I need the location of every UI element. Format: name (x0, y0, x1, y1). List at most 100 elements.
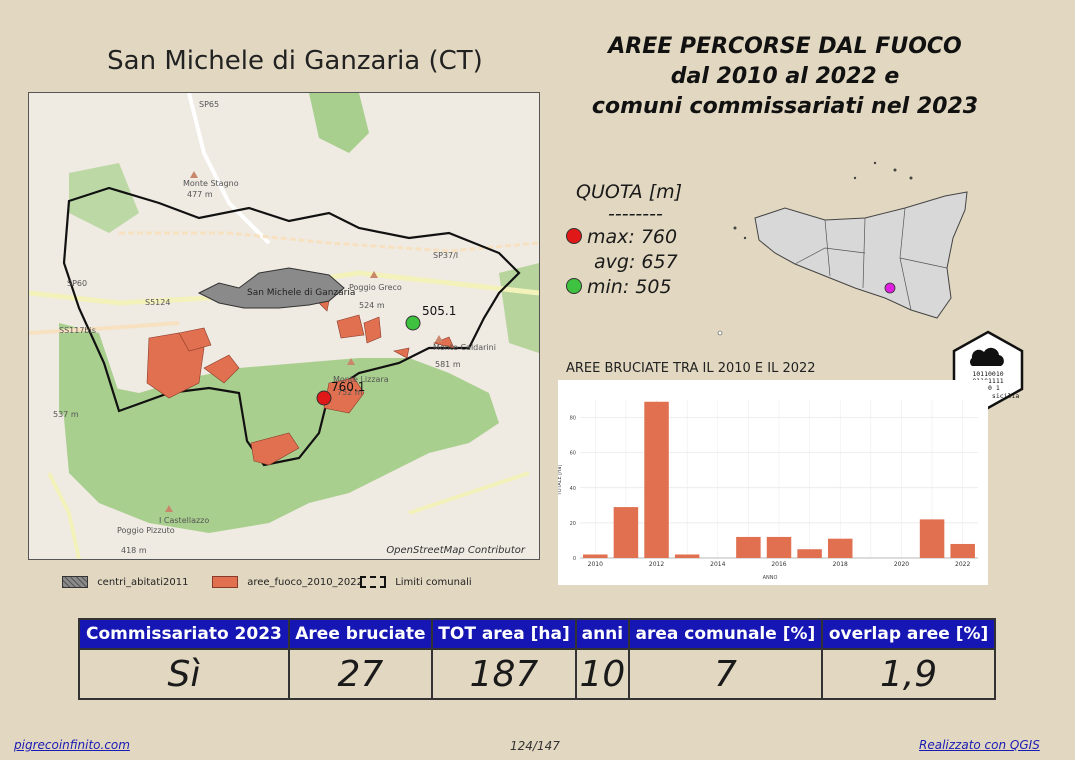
bar-2022[interactable] (950, 543, 975, 558)
legend-item-centri: centri_abitati2011 (62, 576, 188, 588)
bar-2021[interactable] (919, 519, 945, 558)
municipality-map[interactable]: SP65 Monte Stagno 477 m SP37/I SP60 S512… (28, 92, 540, 560)
legend-swatch-aree (212, 576, 238, 588)
chart-x-ticks: 2010 2012 2014 2016 2018 2020 2022 (588, 561, 971, 568)
y-axis-label: TOTALE [ha] (558, 465, 563, 497)
footer-site-link[interactable]: pigrecoinfinito.com (14, 738, 130, 752)
burnt-area-2 (178, 327, 212, 352)
road-sw (47, 472, 81, 559)
table-header-row: Commissariato 2023 Aree bruciate TOT are… (78, 618, 996, 650)
bar-2018[interactable] (827, 538, 853, 558)
chart-y-ticks: 0 20 40 60 80 (570, 416, 576, 562)
quota-block: QUOTA [m] -------- max: 760 avg: 657 min… (566, 180, 706, 300)
chart-grid (580, 400, 978, 559)
value-anni: 10 (575, 648, 630, 700)
max-dot-icon (566, 227, 582, 244)
value-aree-bruciate: 27 (287, 648, 433, 700)
header-commissariato: Commissariato 2023 (78, 618, 290, 650)
island-dot (873, 161, 877, 165)
sicily-outline (754, 191, 968, 319)
bar-2011[interactable] (613, 507, 639, 558)
x-axis-label: ANNO (763, 575, 778, 581)
bar-2010[interactable] (583, 554, 608, 558)
label-elev-537-west: 537 m (53, 410, 79, 419)
min-dot-icon (566, 277, 582, 294)
label-sp65: SP65 (199, 100, 219, 109)
quota-max-row: max: 760 (566, 225, 706, 250)
island-dot (743, 236, 747, 240)
bar-chart: 2010 2012 2014 2016 2018 2020 2022 0 20 40 60 80 A… (557, 400, 978, 581)
y-tick-label: 20 (570, 521, 576, 527)
header-area-comunale: area comunale [%] (627, 618, 824, 650)
logo-text: opendata sicilia (957, 392, 1020, 400)
island-dot (909, 176, 913, 180)
x-tick-label: 2022 (955, 561, 970, 568)
label-elev-418: 418 m (121, 546, 147, 555)
x-tick-label: 2010 (588, 561, 603, 568)
map-canvas: SP65 Monte Stagno 477 m SP37/I SP60 S512… (29, 93, 539, 559)
province-lines (794, 207, 948, 311)
green-area-east (499, 263, 539, 353)
svg-text:01101111: 01101111 (972, 377, 1003, 385)
legend-item-aree: aree_fuoco_2010_2022 (212, 576, 363, 588)
x-tick-label: 2016 (771, 561, 786, 568)
label-s5124: S5124 (145, 298, 170, 307)
burnt-area-4 (336, 314, 365, 339)
green-area-west (59, 323, 119, 423)
main-title-line1: AREE PERCORSE DAL FUOCO (608, 34, 962, 59)
burnt-area-5 (363, 316, 382, 344)
peak-marker (370, 271, 378, 278)
main-title-line3: comuni commissariati nel 2023 (591, 94, 979, 119)
header-overlap: overlap aree [%] (821, 618, 996, 650)
svg-text:10110010: 10110010 (972, 370, 1003, 378)
header-anni: anni (575, 618, 630, 650)
bar-2012[interactable] (644, 401, 669, 558)
quota-divider: -------- (608, 203, 663, 225)
legend-swatch-limiti (360, 576, 386, 588)
bar-2015[interactable] (736, 536, 761, 558)
burnt-area-9 (250, 432, 300, 466)
label-elev-752: 752 m (337, 388, 363, 397)
chart-bars (583, 401, 975, 558)
bar-chart-panel: 2010 2012 2014 2016 2018 2020 2022 0 20 40 60 80 A… (557, 380, 988, 585)
peak-marker (165, 505, 173, 512)
municipality-location-marker (884, 282, 896, 294)
legend-label-aree: aree_fuoco_2010_2022 (247, 577, 364, 588)
label-elev-581: 581 m (435, 360, 461, 369)
island-dot (717, 330, 723, 336)
urban-centre (197, 267, 345, 309)
footer-qgis-link[interactable]: Realizzato con QGIS (919, 738, 1040, 752)
header-aree-bruciate: Aree bruciate (287, 618, 433, 650)
svg-text:1 10 1: 1 10 1 (976, 384, 1000, 392)
max-altitude-point[interactable] (316, 390, 332, 406)
cloud-icon (970, 347, 1004, 366)
y-tick-label: 0 (573, 556, 576, 562)
quota-min: min: 505 (587, 276, 672, 298)
peak-marker (435, 335, 443, 342)
road-se (408, 471, 530, 515)
y-tick-label: 40 (570, 486, 576, 492)
min-altitude-point[interactable] (405, 315, 421, 331)
table-row: Sì 27 187 10 7 1,9 (78, 648, 996, 700)
quota-max: max: 760 (587, 226, 678, 248)
main-title: AREE PERCORSE DAL FUOCO dal 2010 al 2022… (560, 32, 1010, 122)
bar-chart-title: AREE BRUCIATE TRA IL 2010 E IL 2022 (566, 361, 816, 376)
sicily-locator-map (717, 161, 968, 336)
label-town: San Michele di Ganzaria (247, 288, 355, 298)
value-tot-area: 187 (430, 648, 578, 700)
peak-marker (347, 358, 355, 365)
burnt-area-7 (393, 347, 410, 359)
value-area-comunale: 7 (627, 648, 824, 700)
label-elev-477: 477 m (187, 190, 213, 199)
x-tick-label: 2014 (710, 561, 725, 568)
value-overlap: 1,9 (821, 648, 996, 700)
osm-credit: OpenStreetMap Contributor (386, 545, 525, 556)
max-altitude-label: 760.1 (331, 380, 365, 394)
road-ss117bis (29, 321, 180, 335)
quota-header: QUOTA [m] (576, 181, 683, 203)
bar-2013[interactable] (674, 554, 700, 558)
bar-2016[interactable] (766, 536, 792, 558)
legend-label-limiti: Limiti comunali (395, 577, 472, 588)
legend-swatch-centri (62, 576, 88, 588)
bar-2017[interactable] (797, 549, 822, 558)
